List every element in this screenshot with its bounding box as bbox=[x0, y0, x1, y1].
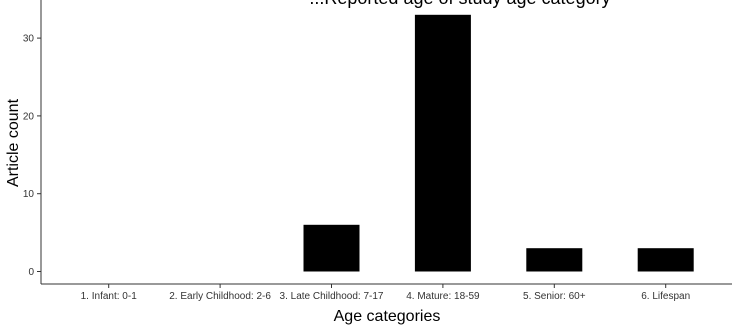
x-ticks-group: 1. Infant: 0-1 2. Early Childhood: 2-6 3. … bbox=[81, 284, 690, 302]
bar-4 bbox=[414, 14, 471, 272]
bars-group bbox=[303, 14, 694, 272]
bar-6 bbox=[637, 248, 694, 272]
x-tick-label: 6. Lifespan bbox=[641, 291, 690, 302]
y-tick-label: 30 bbox=[23, 34, 35, 45]
x-tick-label: 3. Late Childhood: 7-17 bbox=[280, 291, 384, 302]
y-axis-title: Article count bbox=[5, 98, 22, 187]
x-tick-label: 1. Infant: 0-1 bbox=[81, 291, 138, 302]
bar-5 bbox=[526, 248, 583, 272]
y-tick-label: 10 bbox=[23, 189, 35, 200]
x-tick-label: 2. Early Childhood: 2-6 bbox=[169, 291, 271, 302]
y-tick-label: 20 bbox=[23, 111, 35, 122]
y-tick-label: 0 bbox=[28, 267, 34, 278]
x-tick-label: 4. Mature: 18-59 bbox=[406, 291, 480, 302]
chart-title: ...Reported age of study age category bbox=[309, 0, 610, 8]
x-axis-title: Age categories bbox=[334, 308, 441, 325]
x-tick-label: 5. Senior: 60+ bbox=[523, 291, 586, 302]
y-ticks-group: 0 10 20 30 bbox=[23, 34, 41, 278]
bar-3 bbox=[303, 224, 360, 272]
